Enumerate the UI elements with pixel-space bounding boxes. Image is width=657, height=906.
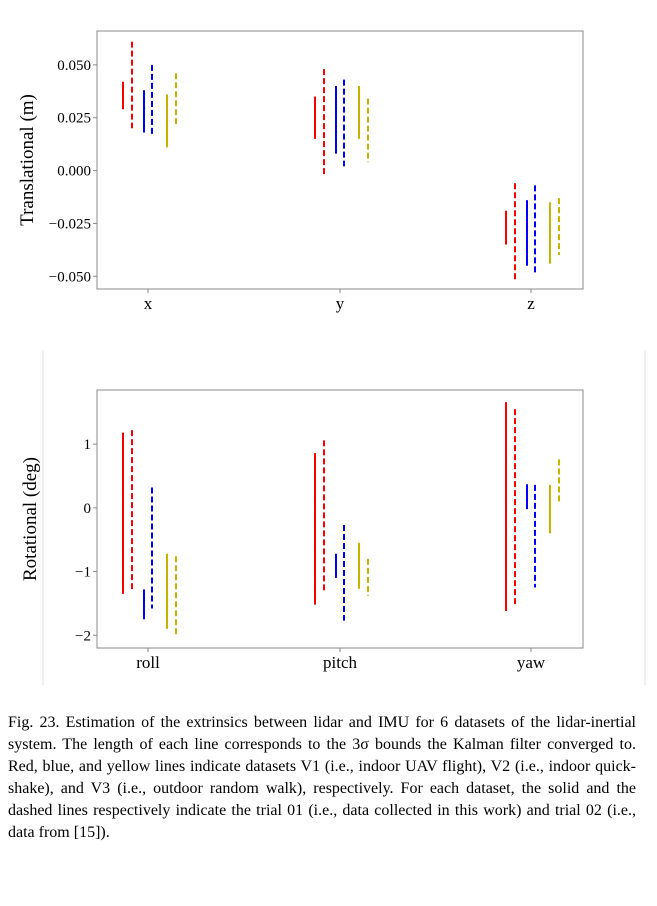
rotational-interval-lines — [122, 402, 560, 637]
translational-interval-lines — [122, 41, 560, 281]
x-tick-label-roll: roll — [136, 653, 160, 672]
translational-y-ticks: 0.050 0.025 0.000 −0.025 −0.050 — [49, 58, 97, 285]
y-tick-label: 0 — [84, 501, 92, 517]
translational-y-axis-label: Translational (m) — [17, 94, 38, 226]
x-tick-label-x: x — [144, 294, 153, 313]
translational-x-ticks: x y z — [144, 289, 535, 313]
rotational-plot-frame — [96, 389, 584, 649]
y-tick-label: 0.050 — [57, 58, 91, 74]
rotational-x-ticks: roll pitch yaw — [136, 648, 546, 672]
translational-plot-frame — [96, 30, 584, 290]
y-tick-label: −2 — [75, 628, 91, 644]
rotational-chart: Rotational (deg) 1 0 −1 −2 roll pitch yaw — [20, 350, 646, 685]
y-tick-label: 1 — [84, 437, 92, 453]
x-tick-label-yaw: yaw — [517, 653, 546, 672]
x-tick-label-y: y — [336, 294, 345, 313]
y-tick-label: 0.000 — [57, 164, 91, 180]
x-tick-label-z: z — [527, 294, 535, 313]
x-tick-label-pitch: pitch — [323, 653, 357, 672]
translational-chart: Translational (m) 0.050 0.025 0.000 −0.025 −… — [17, 30, 584, 313]
figure-caption: Fig. 23. Estimation of the extrinsics be… — [8, 714, 636, 841]
y-tick-label: −1 — [75, 565, 91, 581]
y-tick-label: −0.025 — [49, 216, 91, 232]
y-tick-label: −0.050 — [49, 269, 91, 285]
rotational-y-axis-label: Rotational (deg) — [20, 457, 41, 581]
rotational-y-ticks: 1 0 −1 −2 — [75, 437, 97, 644]
y-tick-label: 0.025 — [57, 111, 91, 127]
